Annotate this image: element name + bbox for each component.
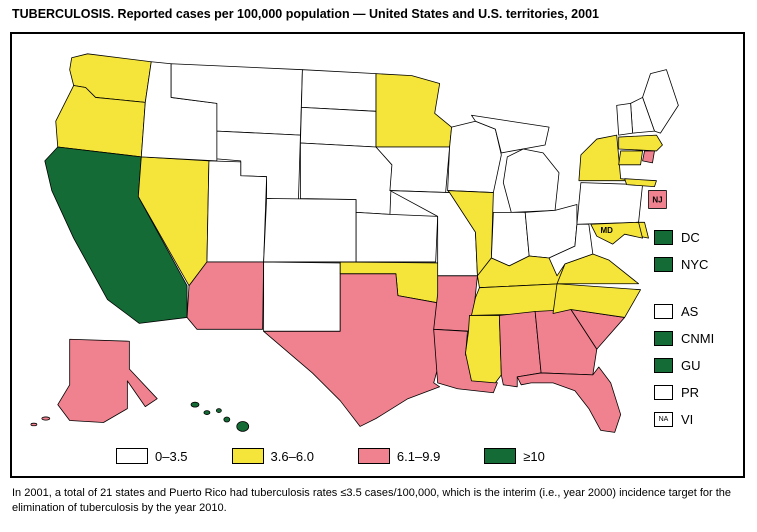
state-ct — [618, 150, 643, 166]
territory-label-vi: VI — [681, 412, 694, 427]
territory-swatch-vi: NA — [654, 412, 673, 427]
state-nm — [263, 261, 341, 332]
map-label-md: MD — [601, 226, 614, 235]
territory-swatch-pr — [654, 385, 673, 400]
territory-swatch-gu — [654, 358, 673, 373]
state-hi — [215, 408, 222, 413]
territory-label-gu: GU — [681, 358, 701, 373]
state-ms — [465, 315, 502, 384]
state-ri — [642, 150, 655, 164]
state-hi — [203, 410, 211, 415]
state-ut — [206, 160, 268, 263]
state-ny — [624, 178, 657, 188]
rate-legend-item-3.6-6.0: 3.6–6.0 — [231, 448, 314, 464]
state-hi — [190, 401, 200, 408]
territory-legend-item-nyc: NYC — [654, 257, 714, 272]
state-vt — [616, 102, 634, 136]
territory-swatch-as — [654, 304, 673, 319]
territory-swatch-dc — [654, 230, 673, 245]
rate-legend-item-0-3.5: 0–3.5 — [116, 448, 188, 464]
state-ak — [30, 422, 38, 427]
map-label-nj: NJ — [652, 195, 662, 204]
state-hi — [223, 416, 231, 423]
territory-legend: DC NYC AS CNMI GU PR NA VI — [654, 230, 714, 439]
rate-swatch — [484, 448, 517, 464]
map-figure-frame: NJ MD DC NYC AS CNMI GU PR NA VI 0–3.5 3.6–6.0 6.1… — [10, 32, 745, 478]
territory-swatch-nyc — [654, 257, 673, 272]
rate-legend-item--10: ≥10 — [484, 448, 545, 464]
territory-label-dc: DC — [681, 230, 700, 245]
territory-legend-item-vi: NA VI — [654, 412, 714, 427]
state-wv — [548, 223, 594, 277]
state-co — [263, 198, 357, 263]
territory-legend-item-dc: DC — [654, 230, 714, 245]
state-mi — [471, 114, 550, 154]
rate-legend-item-6.1-9.9: 6.1–9.9 — [357, 448, 441, 464]
state-sd — [300, 106, 377, 148]
state-mi — [502, 148, 560, 213]
rate-label: 3.6–6.0 — [270, 448, 314, 464]
state-wi — [447, 120, 502, 193]
state-fl — [516, 366, 622, 433]
territory-label-as: AS — [681, 304, 699, 319]
state-pa — [576, 182, 643, 225]
territory-legend-item-pr: PR — [654, 385, 714, 400]
rate-label: ≥10 — [523, 448, 545, 464]
territory-label-cnmi: CNMI — [681, 331, 715, 346]
rate-swatch — [231, 448, 264, 464]
state-mn — [375, 73, 452, 148]
state-in — [490, 211, 530, 267]
state-ma — [618, 134, 663, 152]
territory-legend-item-gu: GU — [654, 358, 714, 373]
state-nj — [648, 190, 667, 209]
state-ak — [41, 416, 51, 421]
state-nd — [301, 69, 377, 112]
rate-label: 0–3.5 — [155, 448, 188, 464]
territory-legend-item-cnmi: CNMI — [654, 331, 714, 346]
rate-label: 6.1–9.9 — [396, 448, 441, 464]
state-hi — [236, 421, 250, 432]
rate-legend: 0–3.5 3.6–6.0 6.1–9.9 ≥10 — [116, 448, 545, 464]
territory-label-nyc: NYC — [681, 257, 709, 272]
figure-footnote: In 2001, a total of 21 states and Puerto… — [12, 487, 732, 514]
territory-legend-item-as: AS — [654, 304, 714, 319]
figure-title: TUBERCULOSIS. Reported cases per 100,000… — [12, 7, 599, 21]
us-map: NJ MD — [30, 53, 679, 433]
rate-swatch — [357, 448, 390, 464]
territory-swatch-cnmi — [654, 331, 673, 346]
state-ks — [355, 211, 439, 263]
territory-label-pr: PR — [681, 385, 700, 400]
state-md — [590, 221, 643, 245]
state-tx — [263, 273, 443, 427]
state-ak — [57, 338, 158, 423]
state-nc — [552, 283, 641, 318]
rate-swatch — [116, 448, 148, 464]
